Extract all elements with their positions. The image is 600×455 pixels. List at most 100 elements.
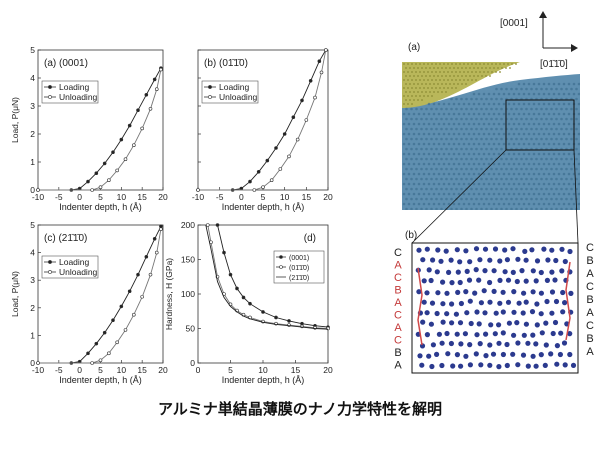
atom bbox=[562, 300, 568, 306]
substrate-atom bbox=[565, 137, 568, 141]
substrate-atom bbox=[415, 107, 418, 111]
data-point bbox=[102, 161, 107, 166]
indenter-atom bbox=[407, 103, 409, 105]
stacking-letter-left: C bbox=[394, 310, 402, 322]
substrate-atom bbox=[425, 197, 428, 201]
substrate-atom bbox=[407, 192, 411, 196]
atom bbox=[487, 342, 493, 348]
substrate-atom bbox=[470, 167, 473, 171]
substrate-atom bbox=[535, 207, 538, 210]
substrate-atom bbox=[495, 197, 498, 201]
substrate-atom bbox=[470, 127, 473, 131]
indenter-atom bbox=[421, 75, 423, 77]
substrate-atom bbox=[490, 197, 493, 201]
substrate-atom bbox=[407, 152, 411, 156]
x-tick-label: 20 bbox=[323, 192, 333, 202]
indenter-atom bbox=[411, 71, 413, 73]
substrate-atom bbox=[525, 117, 528, 121]
substrate-atom bbox=[555, 87, 558, 91]
substrate-atom bbox=[410, 197, 413, 201]
substrate-atom bbox=[442, 152, 446, 156]
indenter-atom bbox=[505, 67, 507, 69]
substrate-atom bbox=[565, 87, 568, 91]
indenter-atom bbox=[453, 75, 455, 77]
atom bbox=[496, 322, 502, 328]
indenter-atom bbox=[437, 67, 439, 69]
atom bbox=[522, 248, 528, 254]
substrate-atom bbox=[560, 87, 563, 91]
substrate-atom bbox=[440, 147, 443, 151]
atom bbox=[567, 248, 573, 255]
substrate-atom bbox=[525, 137, 528, 141]
substrate-atom bbox=[402, 202, 406, 206]
substrate-atom bbox=[562, 112, 566, 116]
indenter-atom bbox=[453, 83, 455, 85]
atom bbox=[477, 257, 483, 263]
indenter-atom bbox=[493, 67, 495, 69]
substrate-atom bbox=[555, 187, 558, 191]
atom bbox=[445, 351, 451, 357]
substrate-atom bbox=[412, 152, 416, 156]
atom bbox=[478, 300, 484, 306]
substrate-atom bbox=[507, 162, 511, 166]
atom bbox=[424, 332, 430, 338]
substrate-atom bbox=[442, 112, 446, 116]
substrate-atom bbox=[477, 142, 481, 146]
substrate-atom bbox=[430, 207, 433, 210]
atom bbox=[533, 278, 539, 284]
indenter-atom bbox=[417, 83, 419, 85]
atom bbox=[467, 259, 473, 265]
substrate-atom bbox=[470, 197, 473, 201]
substrate-atom bbox=[512, 102, 516, 106]
indenter-atom bbox=[413, 75, 415, 77]
substrate-atom bbox=[537, 182, 541, 186]
y-tick-label: 150 bbox=[181, 255, 195, 265]
substrate-atom bbox=[530, 137, 533, 141]
substrate-atom bbox=[575, 167, 578, 171]
substrate-atom bbox=[455, 147, 458, 151]
atom bbox=[552, 319, 559, 326]
indenter-atom bbox=[475, 79, 477, 81]
indenter-atom bbox=[419, 79, 421, 81]
substrate-atom bbox=[560, 107, 563, 111]
atom bbox=[430, 342, 436, 348]
atom bbox=[530, 332, 536, 338]
data-point bbox=[252, 188, 257, 192]
data-point bbox=[274, 146, 278, 150]
substrate-atom bbox=[497, 102, 501, 106]
substrate-atom bbox=[447, 202, 451, 206]
substrate-atom bbox=[467, 122, 471, 126]
substrate-atom bbox=[440, 177, 443, 181]
substrate-atom bbox=[527, 142, 531, 146]
data-point bbox=[107, 178, 111, 182]
substrate-atom bbox=[427, 192, 431, 196]
substrate-atom bbox=[472, 192, 476, 196]
atom bbox=[567, 351, 573, 358]
substrate-atom bbox=[435, 187, 438, 191]
substrate-atom bbox=[490, 167, 493, 171]
substrate-atom bbox=[487, 202, 491, 206]
substrate-atom bbox=[487, 102, 491, 106]
substrate-atom bbox=[420, 167, 423, 171]
indenter-atom bbox=[501, 67, 503, 69]
substrate-atom bbox=[477, 172, 481, 176]
indenter-atom bbox=[427, 95, 429, 97]
stacking-letter-right: B bbox=[586, 333, 593, 345]
substrate-atom bbox=[492, 102, 496, 106]
substrate-atom bbox=[475, 197, 478, 201]
atom bbox=[567, 331, 573, 337]
atom bbox=[544, 277, 551, 283]
substrate-atom bbox=[465, 97, 468, 101]
data-point bbox=[98, 358, 103, 363]
substrate-atom bbox=[495, 107, 498, 111]
substrate-atom bbox=[530, 157, 533, 161]
atom bbox=[550, 330, 556, 337]
substrate-atom bbox=[515, 197, 518, 201]
data-point bbox=[319, 70, 324, 75]
substrate-atom bbox=[405, 147, 408, 151]
substrate-atom bbox=[512, 182, 516, 186]
indenter-atom bbox=[419, 63, 421, 65]
atom bbox=[464, 268, 470, 274]
substrate-atom bbox=[462, 192, 466, 196]
